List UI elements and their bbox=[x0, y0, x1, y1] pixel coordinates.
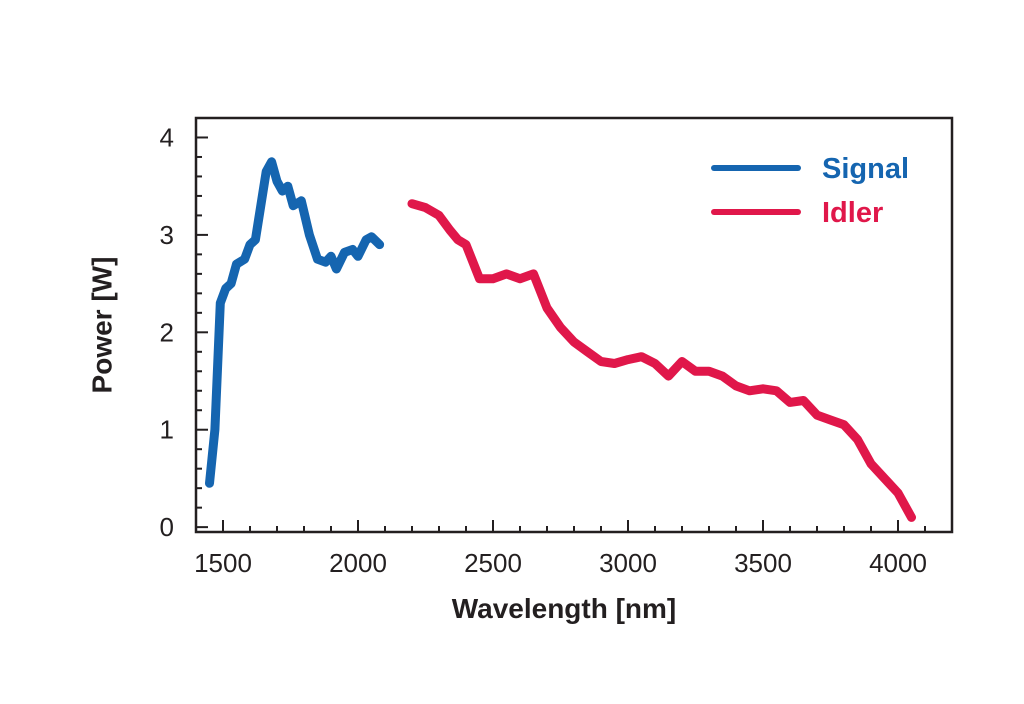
series-line-idler bbox=[407, 199, 916, 522]
x-tick-label: 3500 bbox=[734, 548, 792, 578]
legend-label-signal: Signal bbox=[822, 153, 909, 185]
series-layer bbox=[205, 157, 916, 522]
x-tick-label: 2000 bbox=[329, 548, 387, 578]
y-tick-label: 4 bbox=[160, 122, 174, 152]
x-axis-title: Wavelength [nm] bbox=[452, 593, 677, 624]
series-line-signal bbox=[205, 157, 385, 488]
y-tick-label: 2 bbox=[160, 317, 174, 347]
y-axis-title: Power [W] bbox=[86, 257, 117, 394]
y-tick-label: 0 bbox=[160, 512, 174, 542]
x-tick-label: 1500 bbox=[194, 548, 252, 578]
y-tick-label: 3 bbox=[160, 220, 174, 250]
x-tick-label: 3000 bbox=[599, 548, 657, 578]
x-axis-ticks: 1500 2000 2500 3000 3500 4000 bbox=[194, 520, 927, 578]
legend: Signal Idler bbox=[711, 153, 909, 229]
y-axis-ticks: 0 1 2 3 4 bbox=[160, 122, 208, 542]
legend-label-idler: Idler bbox=[822, 197, 883, 229]
x-tick-label: 4000 bbox=[869, 548, 927, 578]
y-tick-label: 1 bbox=[160, 415, 174, 445]
x-tick-label: 2500 bbox=[464, 548, 522, 578]
